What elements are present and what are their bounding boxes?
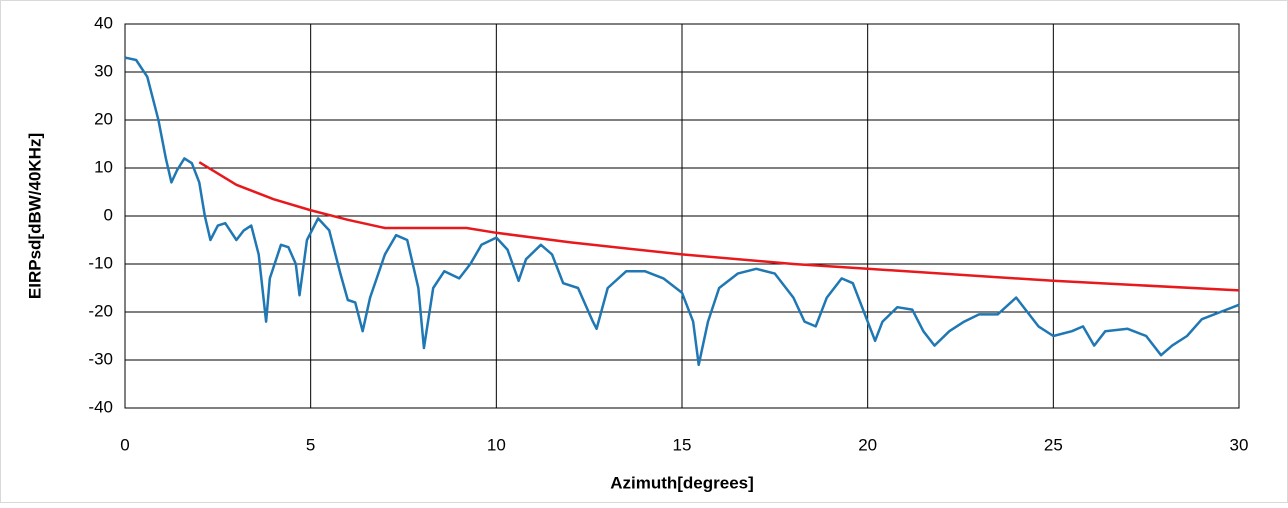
y-tick-label: 0 bbox=[104, 205, 113, 224]
y-tick-label: -20 bbox=[88, 301, 113, 320]
series-line bbox=[198, 161, 1240, 292]
x-tick-label: 5 bbox=[306, 435, 315, 454]
x-tick-label: 15 bbox=[673, 435, 692, 454]
y-tick-label: 20 bbox=[94, 109, 113, 128]
x-tick-label: 20 bbox=[858, 435, 877, 454]
x-tick-label: 30 bbox=[1230, 435, 1249, 454]
y-axis-label: EIRPsd[dBW/40KHz] bbox=[25, 133, 44, 299]
x-tick-label: 0 bbox=[120, 435, 129, 454]
y-tick-label: 40 bbox=[94, 13, 113, 32]
y-tick-label: -30 bbox=[88, 349, 113, 368]
y-tick-label: 30 bbox=[94, 61, 113, 80]
x-tick-label: 10 bbox=[487, 435, 506, 454]
y-tick-label: -40 bbox=[88, 397, 113, 416]
x-tick-label: 25 bbox=[1044, 435, 1063, 454]
y-tick-label: 10 bbox=[94, 157, 113, 176]
y-tick-label: -10 bbox=[88, 253, 113, 272]
plot-area-border bbox=[124, 23, 1240, 409]
x-axis-label: Azimuth[degrees] bbox=[610, 473, 754, 492]
series-line bbox=[124, 56, 1240, 367]
